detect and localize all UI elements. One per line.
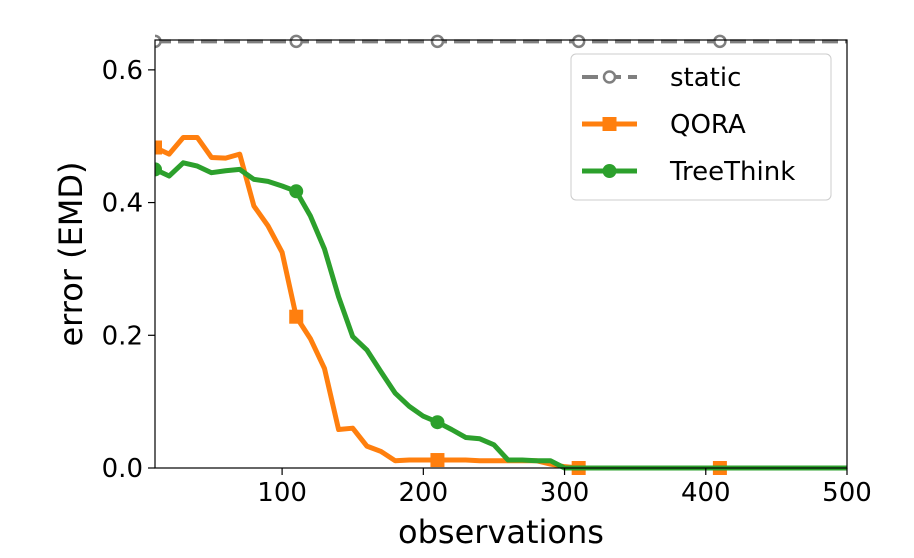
y-axis-label: error (EMD)	[52, 161, 90, 346]
treethink-marker	[289, 184, 304, 199]
static-marker	[713, 34, 727, 49]
y-tick-label: 0.0	[102, 454, 143, 484]
x-axis: 100 200 300 400 500	[257, 468, 872, 508]
plot-frame	[154, 39, 848, 469]
y-axis: 0.0 0.2 0.4 0.6	[102, 56, 155, 484]
legend: static QORA TreeThink	[570, 53, 832, 201]
legend-qora-marker	[602, 117, 617, 131]
y-tick-label: 0.6	[102, 56, 143, 86]
qora-marker	[430, 453, 445, 468]
qora-marker	[289, 309, 304, 324]
x-tick-label: 200	[399, 478, 449, 508]
static-marker	[430, 34, 445, 49]
static-marker	[289, 34, 303, 49]
legend-label-qora: QORA	[670, 110, 746, 140]
legend-entry-qora: QORA	[582, 110, 746, 140]
x-axis-label: observations	[398, 513, 604, 551]
legend-treethink-marker	[602, 164, 617, 178]
y-tick-label: 0.4	[102, 189, 143, 219]
legend-box	[570, 53, 832, 201]
legend-entry-static: static	[582, 63, 741, 93]
treethink-marker	[155, 162, 162, 177]
legend-static-marker	[602, 70, 617, 84]
static-marker	[571, 34, 586, 49]
qora-marker	[155, 140, 162, 155]
legend-entry-treethink: TreeThink	[582, 157, 795, 187]
x-tick-label: 100	[257, 478, 307, 508]
x-tick-label: 300	[540, 478, 590, 508]
treethink-marker	[430, 415, 445, 430]
static-marker	[155, 34, 162, 49]
y-tick-label: 0.2	[102, 321, 143, 351]
x-tick-label: 500	[822, 478, 872, 508]
x-tick-label: 400	[681, 478, 731, 508]
legend-label-treethink: TreeThink	[669, 157, 795, 187]
legend-label-static: static	[670, 63, 741, 93]
